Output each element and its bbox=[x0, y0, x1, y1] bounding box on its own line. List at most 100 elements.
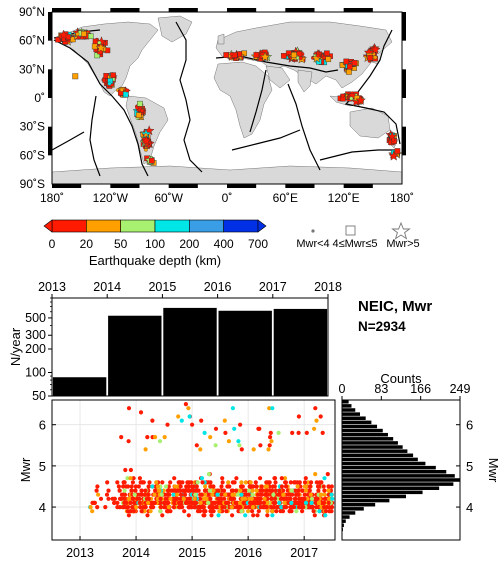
scatter-point bbox=[194, 443, 199, 448]
scatter-point bbox=[147, 480, 152, 485]
depth-colorbar-segments bbox=[43, 219, 267, 233]
map-border-segment bbox=[285, 184, 315, 188]
scatter-point bbox=[157, 488, 162, 493]
annual-rate-bar bbox=[272, 308, 328, 397]
map-event-square bbox=[291, 52, 297, 58]
scatter-point bbox=[326, 484, 331, 489]
scatter-point bbox=[264, 488, 269, 493]
scatter-point bbox=[301, 505, 306, 510]
scatter-point bbox=[266, 447, 271, 452]
scatter-point bbox=[200, 505, 206, 510]
map-event-square bbox=[148, 157, 155, 164]
scatter-point bbox=[115, 505, 120, 510]
map-event-square bbox=[351, 60, 358, 66]
annual-rate-y-tick-label: 100 bbox=[25, 365, 46, 379]
scatter-point bbox=[276, 430, 281, 435]
map-event-star bbox=[141, 135, 152, 146]
map-event-square bbox=[122, 91, 129, 98]
scatter-point bbox=[218, 500, 223, 505]
scatter-point bbox=[250, 505, 256, 510]
annual-rate-year-label: 2017 bbox=[259, 280, 287, 294]
scatter-point bbox=[274, 509, 279, 514]
scatter-point bbox=[240, 496, 245, 501]
scatter-point bbox=[122, 496, 127, 501]
scatter-point bbox=[207, 488, 213, 493]
scatter-point bbox=[322, 492, 327, 497]
scatter-point bbox=[222, 418, 227, 423]
map-event-dot bbox=[349, 96, 354, 101]
scatter-point bbox=[122, 488, 127, 493]
map-lon-tick-label: 0˚ bbox=[222, 191, 233, 205]
scatter-point bbox=[135, 496, 140, 501]
scatter-point bbox=[251, 447, 256, 452]
scatter-point bbox=[206, 472, 211, 477]
scatter-point bbox=[142, 509, 147, 514]
annual-rate-bar bbox=[52, 376, 108, 397]
scatter-point bbox=[168, 496, 173, 501]
annual-rate-y-tick-label: 200 bbox=[25, 342, 46, 356]
scatter-point bbox=[92, 500, 97, 505]
map-event-star bbox=[95, 42, 107, 53]
scatter-point bbox=[216, 513, 221, 518]
scatter-point bbox=[195, 480, 200, 485]
scatter-point bbox=[186, 513, 191, 518]
scatter-point bbox=[289, 488, 294, 493]
scatter-point bbox=[314, 505, 319, 510]
scatter-point bbox=[270, 484, 275, 489]
map-lat-tick-label: 90˚N bbox=[19, 5, 45, 19]
plate-boundary-pacific-ne bbox=[53, 39, 149, 177]
scatter-point bbox=[268, 488, 273, 493]
scatter-point bbox=[122, 492, 128, 497]
scatter-point bbox=[90, 509, 95, 514]
scatter-point bbox=[255, 492, 261, 497]
scatter-point bbox=[95, 484, 100, 489]
scatter-point bbox=[211, 505, 216, 510]
plate-boundary-mid-atlantic bbox=[175, 21, 203, 173]
histogram-bars bbox=[342, 400, 460, 536]
scatter-point bbox=[279, 484, 284, 489]
map-border-segment bbox=[52, 184, 82, 188]
histogram-bar bbox=[342, 515, 350, 519]
scatter-point bbox=[103, 505, 108, 510]
scatter-point bbox=[276, 492, 281, 497]
scatter-point bbox=[238, 484, 244, 489]
scatter-x-tick-label: 2014 bbox=[122, 546, 150, 560]
scatter-point bbox=[268, 430, 273, 435]
scatter-point bbox=[94, 488, 99, 493]
scatter-point bbox=[128, 467, 133, 473]
map-event-markers bbox=[55, 27, 403, 166]
scatter-point bbox=[187, 488, 192, 493]
scatter-point bbox=[136, 484, 141, 489]
scatter-point bbox=[230, 406, 235, 411]
scatter-point bbox=[264, 484, 269, 489]
scatter-point bbox=[183, 402, 188, 407]
catalog-title: NEIC, Mwr bbox=[358, 298, 432, 315]
scatter-point bbox=[112, 500, 117, 505]
scatter-point bbox=[178, 484, 183, 489]
histogram-bar bbox=[342, 519, 346, 523]
scatter-point bbox=[305, 496, 310, 501]
scatter-point bbox=[282, 505, 287, 510]
map-event-square bbox=[280, 53, 287, 59]
scatter-point bbox=[272, 476, 278, 481]
scatter-point bbox=[246, 492, 251, 497]
annual-rate-bar bbox=[162, 307, 218, 397]
map-event-square bbox=[81, 31, 87, 37]
map-lat-tick-label: 60˚N bbox=[19, 34, 45, 48]
scatter-point bbox=[208, 480, 213, 485]
scatter-point bbox=[243, 505, 248, 510]
scatter-point bbox=[104, 492, 110, 497]
scatter-point bbox=[294, 500, 299, 505]
annual-rate-year-label: 2018 bbox=[314, 280, 342, 294]
scatter-point bbox=[158, 509, 163, 514]
scatter-point bbox=[235, 505, 240, 510]
plate-boundary-southwest-indian bbox=[231, 129, 301, 151]
histogram-x-tick-label: 166 bbox=[410, 382, 431, 396]
scatter-point bbox=[163, 496, 168, 501]
scatter-point bbox=[143, 447, 148, 452]
scatter-point bbox=[273, 496, 278, 501]
scatter-y-tick-label: 5 bbox=[39, 459, 46, 474]
scatter-point bbox=[131, 476, 136, 481]
scatter-point bbox=[197, 509, 203, 514]
